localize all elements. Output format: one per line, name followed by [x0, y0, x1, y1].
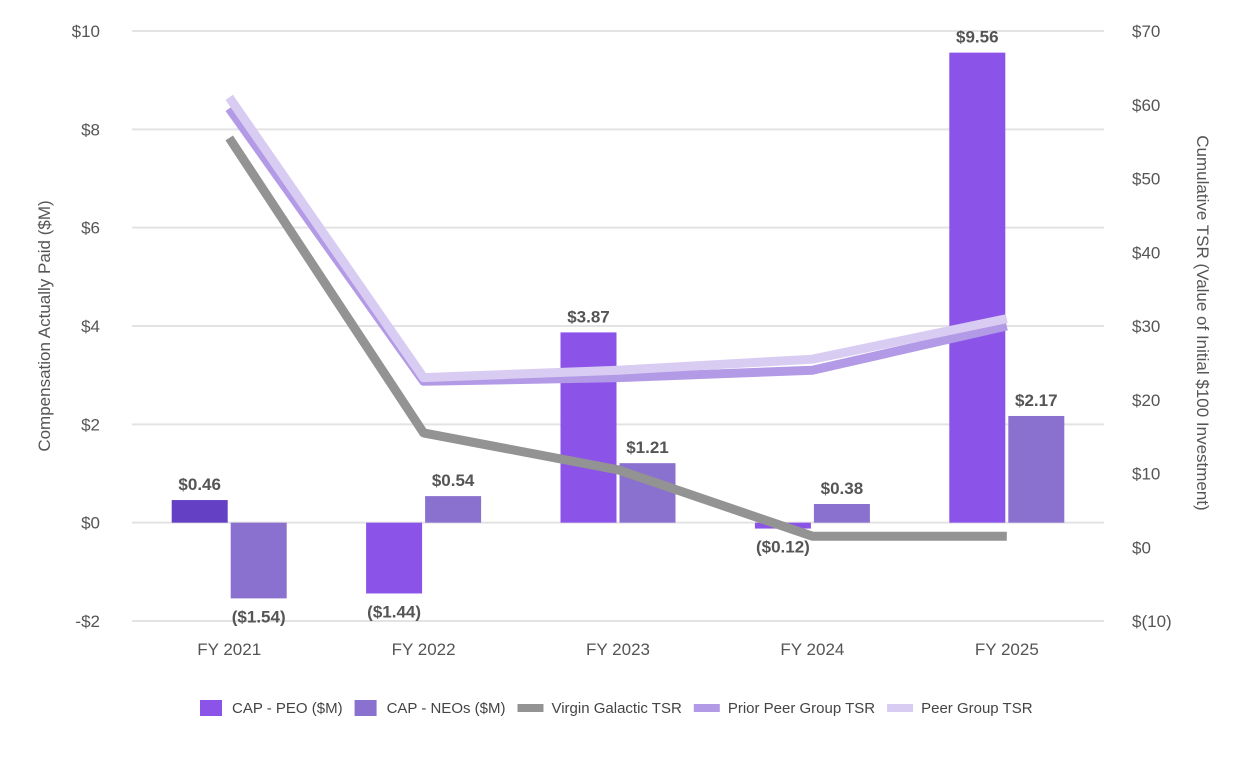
legend-label: CAP - PEO ($M) [232, 700, 343, 717]
bar-peo [560, 332, 617, 523]
right-tick-label: $50 [1132, 170, 1160, 189]
bar-data-label: $9.56 [956, 28, 999, 47]
bar-data-label: $0.38 [821, 479, 864, 498]
bar-data-label: ($1.54) [232, 607, 286, 626]
legend-swatch [693, 704, 720, 712]
legend-label: CAP - NEOs ($M) [387, 700, 506, 717]
bar-data-label: $0.54 [432, 471, 475, 490]
left-tick-label: $4 [81, 317, 100, 336]
bar-data-label: ($1.44) [367, 602, 421, 621]
bar-neos [813, 503, 870, 523]
legend-label: Virgin Galactic TSR [551, 700, 681, 717]
left-tick-label: $6 [81, 219, 100, 238]
bar-neos [425, 496, 482, 523]
legend-swatch [200, 700, 222, 716]
left-tick-label: $10 [72, 22, 100, 41]
bar-data-label: $1.21 [626, 438, 669, 457]
right-tick-label: $(10) [1132, 612, 1172, 631]
x-tick-label: FY 2025 [975, 640, 1039, 659]
right-tick-label: $30 [1132, 317, 1160, 336]
bar-data-label: ($0.12) [756, 538, 810, 557]
legend-swatch [887, 704, 914, 712]
gridlines [132, 30, 1104, 622]
right-axis-ticks: $(10) $0 $10 $20 $30 $40 $50 $60 $70 [1132, 22, 1172, 631]
line-virgin-galactic-tsr [225, 135, 1007, 541]
bars [171, 52, 1065, 599]
x-tick-label: FY 2024 [780, 640, 844, 659]
x-tick-label: FY 2021 [197, 640, 261, 659]
tsr-lines [225, 94, 1008, 541]
legend-label: Prior Peer Group TSR [728, 700, 875, 717]
right-tick-label: $10 [1132, 465, 1160, 484]
data-labels: $0.46 ($1.44) $3.87 ($0.12) $9.56 ($1.54) $0.5… [178, 28, 1057, 627]
right-axis-title: Cumulative TSR (Value of Initial $100 In… [1193, 135, 1212, 510]
line-peer-group-tsr [225, 94, 1008, 383]
right-tick-label: $20 [1132, 391, 1160, 410]
bar-peo [366, 522, 423, 594]
right-tick-label: $70 [1132, 22, 1160, 41]
right-tick-label: $40 [1132, 243, 1160, 262]
left-tick-label: $2 [81, 415, 100, 434]
legend-swatch [354, 700, 377, 716]
bar-neos [230, 522, 287, 599]
legend-label: Peer Group TSR [921, 700, 1033, 717]
left-tick-label: -$2 [75, 612, 100, 631]
x-tick-label: FY 2023 [586, 640, 650, 659]
legend-swatch [517, 704, 544, 712]
bar-peo [949, 52, 1006, 523]
left-axis-ticks: -$2 $0 $2 $4 $6 $8 $10 [72, 22, 100, 631]
bar-neos [1008, 415, 1065, 523]
left-tick-label: $8 [81, 120, 100, 139]
left-axis-title: Compensation Actually Paid ($M) [35, 200, 54, 451]
x-axis-ticks: FY 2021 FY 2022 FY 2023 FY 2024 FY 2025 [197, 640, 1039, 659]
bar-data-label: $2.17 [1015, 391, 1058, 410]
legend: CAP - PEO ($M) CAP - NEOs ($M) Virgin Gala… [200, 700, 1033, 717]
x-tick-label: FY 2022 [392, 640, 456, 659]
bar-data-label: $3.87 [567, 307, 610, 326]
bar-data-label: $0.46 [178, 475, 221, 494]
bar-peo [171, 500, 228, 523]
right-tick-label: $0 [1132, 538, 1151, 557]
right-tick-label: $60 [1132, 96, 1160, 115]
left-tick-label: $0 [81, 514, 100, 533]
